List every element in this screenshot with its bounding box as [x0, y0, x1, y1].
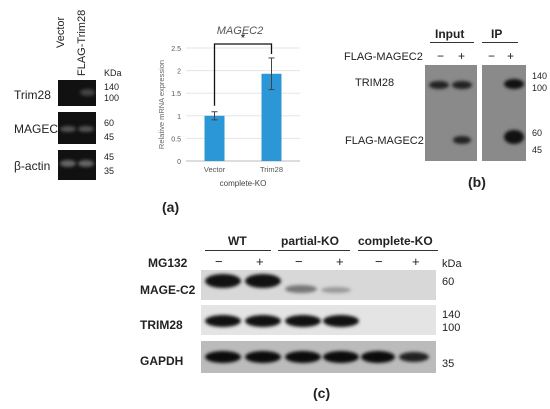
marker: 100: [442, 322, 461, 334]
kda-header: kDa: [442, 258, 462, 270]
y-tick-label: 2: [177, 69, 181, 76]
header-input: Input: [435, 27, 465, 41]
y-tick-label: 0.5: [171, 136, 181, 143]
sign: −: [437, 49, 445, 63]
blot-magec2: [58, 112, 96, 144]
blot-ip: [482, 65, 526, 161]
caption-a: (a): [162, 199, 180, 215]
marker: 140: [104, 82, 120, 92]
sign: −: [295, 254, 303, 269]
marker: 140: [442, 309, 461, 321]
y-axis-label: Relative mRNA expression: [157, 60, 166, 149]
blot-input: [425, 65, 477, 161]
group-partial-ko: partial-KO: [281, 234, 340, 248]
lane-label-vector: Vector: [55, 16, 67, 48]
sign: +: [336, 254, 344, 269]
x-axis-label: complete-KO: [220, 179, 267, 188]
sign: +: [507, 49, 515, 63]
x-tick-label: Trim28: [260, 165, 283, 174]
blot-trim28: [201, 305, 436, 335]
marker: 60: [532, 128, 543, 138]
header-line-ip: [482, 42, 518, 43]
row-label-trim28: TRIM28: [355, 77, 395, 89]
marker: 35: [104, 166, 115, 176]
marker: 60: [442, 276, 455, 288]
row-label-magec2: MAGEC2: [14, 122, 65, 136]
significance-bracket: [213, 43, 273, 106]
marker: 100: [532, 83, 548, 93]
blot-mage-c2: [201, 270, 436, 300]
y-tick-label: 0: [177, 159, 181, 166]
sign: −: [488, 49, 496, 63]
marker: 45: [104, 152, 115, 162]
group-line-partial: [278, 250, 350, 251]
sign: +: [256, 254, 264, 269]
sign: −: [375, 254, 383, 269]
lane-label-flag-trim28: FLAG-Trim28: [76, 9, 88, 76]
row-label-flag-magec2: FLAG-MAGEC2: [345, 135, 424, 147]
row-label-trim28: Trim28: [14, 88, 51, 102]
marker: 60: [104, 118, 115, 128]
sign: −: [215, 254, 223, 269]
row-label-gapdh: GAPDH: [140, 354, 184, 368]
marker: 100: [104, 93, 120, 103]
y-tick-label: 1: [177, 114, 181, 121]
significance-marker: *: [241, 31, 246, 45]
y-tick-label: 1.5: [171, 91, 181, 98]
caption-c: (c): [313, 385, 331, 401]
blot-gapdh: [201, 341, 436, 373]
blot-trim28: [58, 80, 96, 106]
y-tick-label: 2.5: [171, 46, 181, 53]
x-tick-label: Vector: [204, 165, 226, 174]
flag-magec2-label: FLAG-MAGEC2: [344, 51, 423, 63]
group-wt: WT: [228, 234, 247, 248]
bar: [204, 115, 225, 161]
sign: +: [412, 254, 420, 269]
magec2-chart: MAGEC2 0 0.5 1 1.5 2 2.5 Relative mRNA expressi…: [157, 25, 300, 188]
caption-b: (b): [468, 174, 486, 190]
kda-header: KDa: [104, 68, 122, 78]
group-complete-ko: complete-KO: [358, 234, 433, 248]
row-label-mage-c2: MAGE-C2: [140, 283, 196, 297]
group-line-wt: [205, 250, 271, 251]
group-line-complete: [358, 250, 438, 251]
marker: 45: [532, 145, 543, 155]
marker: 140: [532, 71, 548, 81]
row-label-beta-actin: β-actin: [14, 159, 51, 173]
chart-title: MAGEC2: [217, 25, 263, 37]
blot-beta-actin: [58, 150, 96, 180]
mg132-label: MG132: [148, 256, 188, 270]
marker: 35: [442, 358, 455, 370]
bar: [261, 73, 282, 161]
row-label-trim28: TRIM28: [140, 318, 183, 332]
sign: +: [458, 49, 466, 63]
marker: 45: [104, 132, 115, 142]
header-line-input: [430, 42, 474, 43]
header-ip: IP: [491, 27, 503, 41]
